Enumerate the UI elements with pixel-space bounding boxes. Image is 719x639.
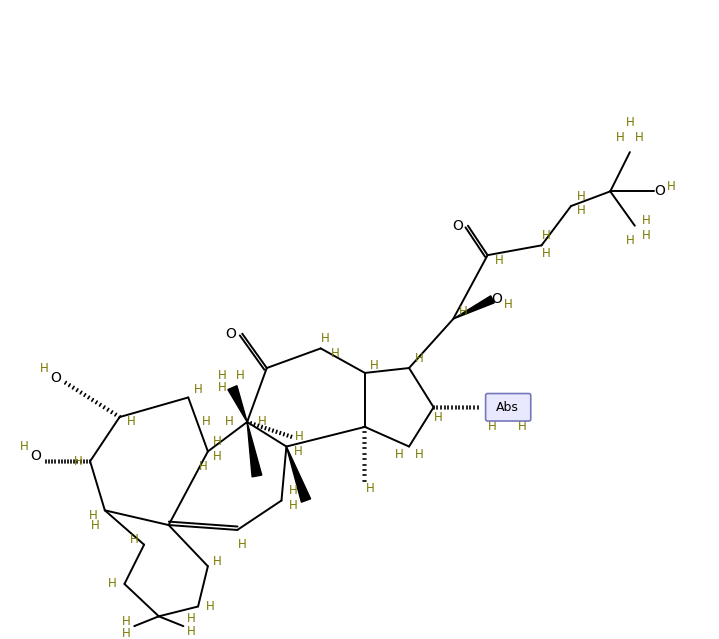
Text: H: H (225, 415, 234, 429)
Text: O: O (50, 371, 61, 385)
Text: H: H (109, 578, 117, 590)
Text: H: H (198, 459, 207, 473)
Text: H: H (542, 229, 551, 242)
Text: H: H (434, 411, 443, 424)
Text: H: H (201, 415, 210, 429)
Text: H: H (20, 440, 29, 453)
Text: H: H (88, 509, 98, 521)
Polygon shape (247, 422, 262, 477)
Text: H: H (289, 499, 298, 512)
Text: H: H (295, 430, 303, 443)
Text: H: H (321, 332, 330, 345)
Text: H: H (626, 234, 634, 247)
Text: H: H (214, 450, 222, 463)
Text: H: H (636, 131, 644, 144)
Text: H: H (294, 445, 303, 458)
Text: H: H (365, 482, 374, 495)
Text: H: H (642, 229, 651, 242)
Text: H: H (187, 624, 196, 638)
Text: H: H (91, 518, 99, 532)
Text: H: H (236, 369, 244, 382)
Text: O: O (491, 292, 502, 306)
Text: H: H (577, 204, 585, 217)
Polygon shape (286, 447, 311, 502)
Text: O: O (654, 185, 665, 198)
Text: H: H (187, 612, 196, 625)
Text: H: H (214, 435, 222, 448)
Text: H: H (122, 627, 131, 639)
Text: H: H (577, 190, 585, 203)
Text: H: H (370, 358, 379, 371)
Text: H: H (127, 415, 136, 429)
Text: H: H (257, 415, 266, 429)
Text: H: H (219, 381, 227, 394)
Text: H: H (414, 351, 423, 365)
Text: Abs: Abs (496, 401, 518, 414)
Polygon shape (228, 386, 247, 422)
Text: H: H (219, 369, 227, 382)
Text: O: O (225, 327, 236, 341)
Text: H: H (504, 298, 513, 311)
Text: H: H (642, 214, 651, 227)
Text: H: H (214, 555, 222, 568)
Text: O: O (453, 219, 464, 233)
Text: H: H (40, 362, 48, 374)
FancyBboxPatch shape (485, 394, 531, 421)
Text: H: H (395, 448, 403, 461)
Text: H: H (289, 484, 298, 497)
Text: H: H (488, 420, 497, 433)
Text: H: H (122, 615, 131, 627)
Text: H: H (542, 247, 551, 259)
Text: H: H (238, 538, 247, 551)
Text: H: H (667, 180, 675, 193)
Text: H: H (206, 600, 214, 613)
Polygon shape (453, 296, 494, 319)
Text: H: H (495, 254, 504, 266)
Text: H: H (130, 534, 139, 546)
Text: H: H (193, 383, 203, 396)
Text: H: H (626, 116, 634, 129)
Text: H: H (459, 305, 467, 318)
Text: H: H (518, 420, 526, 433)
Text: H: H (74, 455, 83, 468)
Text: H: H (414, 448, 423, 461)
Text: H: H (615, 131, 624, 144)
Text: H: H (331, 347, 340, 360)
Text: O: O (31, 449, 42, 463)
